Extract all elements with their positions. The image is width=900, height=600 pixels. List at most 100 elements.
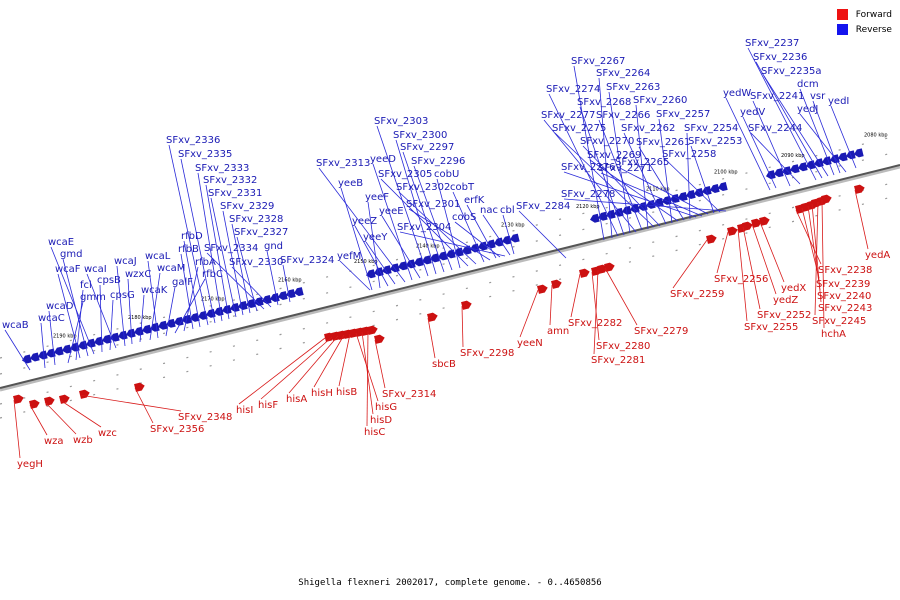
reverse-gene-leader: [367, 201, 381, 289]
forward-gene-label: SFxv_2314: [382, 389, 436, 400]
reverse-gene-leader: [579, 106, 625, 236]
reverse-gene-label: cbl: [500, 205, 515, 216]
reverse-gene-leader: [197, 172, 223, 322]
reverse-gene-label: wcaL: [145, 251, 171, 262]
reverse-gene-arrow-shape: [718, 182, 728, 192]
reverse-gene-arrow: [790, 164, 800, 174]
reverse-gene-label: nac: [480, 205, 498, 216]
reverse-gene-arrow-shape: [118, 330, 128, 340]
forward-gene-label: wza: [44, 436, 64, 447]
reverse-gene-label: wcaF: [55, 264, 81, 275]
reverse-gene-arrow-shape: [38, 350, 48, 360]
forward-gene-leader: [519, 289, 539, 338]
reverse-gene-label: wcaD: [46, 301, 74, 312]
forward-gene-arrow: [727, 226, 738, 236]
reverse-gene-label: SFxv_2244: [748, 123, 802, 134]
reverse-gene-label: yedV: [740, 107, 765, 118]
reverse-gene-label: erfK: [464, 195, 485, 206]
reverse-gene-leader: [57, 273, 81, 359]
axis-shadow: [0, 165, 900, 392]
reverse-gene-label: SFxv_2264: [596, 68, 650, 79]
reverse-gene-label: wcaI: [84, 264, 107, 275]
reverse-gene-label: SFxv_2270: [580, 136, 634, 147]
forward-gene-label: SFxv_2279: [634, 326, 688, 337]
forward-gene-label: SFxv_2240: [817, 291, 871, 302]
reverse-gene-leader: [635, 104, 649, 230]
reverse-gene-leader: [608, 91, 631, 234]
forward-gene-label: hchA: [821, 329, 846, 340]
forward-gene-leader: [549, 284, 553, 326]
tick-label: 2080 kbp: [864, 132, 888, 138]
reverse-gene-label: yedJ: [797, 104, 818, 115]
reverse-gene-leader: [109, 299, 114, 351]
reverse-gene-leader: [231, 223, 251, 314]
forward-gene-leader: [751, 223, 777, 295]
reverse-gene-leader: [747, 47, 817, 181]
reverse-gene-label: SFxv_2277: [541, 110, 595, 121]
reverse-gene-leader: [582, 145, 661, 227]
reverse-gene-arrow: [278, 291, 288, 301]
reverse-gene-leader: [482, 214, 511, 256]
reverse-gene-arrow: [366, 269, 376, 279]
reverse-gene-label: galF: [172, 277, 193, 288]
reverse-gene-label: SFxv_2260: [633, 95, 687, 106]
reverse-gene-arrow: [838, 152, 848, 162]
reverse-gene-label: SFxv_2261: [636, 137, 690, 148]
reverse-gene-leader: [598, 119, 643, 231]
reverse-gene-leader: [664, 158, 721, 213]
reverse-gene-arrow: [54, 346, 64, 356]
reverse-gene-label: cobT: [450, 182, 475, 193]
reverse-gene-label: SFxv_2305: [378, 169, 432, 180]
reverse-gene-leader: [725, 97, 771, 191]
forward-gene-arrow-shape: [854, 184, 865, 194]
forward-gene-label: wzc: [98, 428, 117, 439]
reverse-gene-arrow-shape: [30, 352, 40, 362]
reverse-gene-label: yeeE: [379, 206, 404, 217]
reverse-gene-label: SFxv_2235a: [761, 66, 822, 77]
reverse-gene-leader: [408, 208, 491, 261]
forward-gene-leader: [737, 228, 748, 322]
reverse-gene-arrow: [654, 197, 664, 207]
reverse-gene-leader: [205, 184, 230, 320]
reverse-gene-leader: [354, 225, 389, 287]
reverse-gene-arrow-shape: [262, 295, 272, 305]
reverse-gene-label: yeeF: [365, 192, 389, 203]
reverse-gene-leader: [399, 231, 506, 257]
forward-gene-label: sbcB: [432, 359, 456, 370]
reverse-gene-label: cobU: [434, 169, 459, 180]
forward-gene-label: SFxv_2281: [591, 355, 645, 366]
reverse-gene-arrow-shape: [214, 306, 224, 316]
forward-gene-label: yeeN: [517, 338, 543, 349]
tick-label: 2190 kbp: [53, 333, 77, 339]
reverse-gene-arrow: [142, 324, 152, 334]
tick-label: 2170 kbp: [201, 297, 225, 303]
legend-reverse-label: Reverse: [855, 24, 892, 35]
reverse-gene-label: wcaM: [157, 263, 185, 274]
reverse-gene-arrow: [30, 352, 40, 362]
reverse-gene-leader: [116, 265, 126, 347]
reverse-gene-arrow: [294, 287, 304, 297]
forward-gene-arrow-shape: [537, 284, 548, 294]
reverse-gene-leader: [573, 65, 605, 241]
reverse-gene-leader: [99, 284, 103, 353]
forward-gene-label: hisF: [258, 400, 278, 411]
reverse-gene-arrow-shape: [294, 287, 304, 297]
reverse-gene-arrow: [214, 306, 224, 316]
forward-gene-label: hisA: [286, 394, 307, 405]
reverse-gene-arrow-shape: [230, 302, 240, 312]
reverse-gene-arrow-shape: [838, 152, 848, 162]
forward-gene-leader: [44, 401, 77, 435]
reverse-gene-label: SFxv_2327: [234, 227, 288, 238]
reverse-gene-leader: [206, 252, 265, 310]
reverse-gene-leader: [518, 210, 567, 259]
forward-gene-leader: [59, 399, 102, 428]
forward-gene-leader: [570, 273, 581, 318]
reverse-gene-arrow-shape: [790, 164, 800, 174]
reverse-gene-arrow: [62, 344, 72, 354]
reverse-gene-leader: [183, 240, 201, 328]
reverse-gene-arrow-shape: [774, 168, 784, 178]
reverse-gene-arrow: [382, 265, 392, 275]
forward-gene-label: yedX: [781, 283, 806, 294]
reverse-gene-leader: [554, 132, 655, 228]
